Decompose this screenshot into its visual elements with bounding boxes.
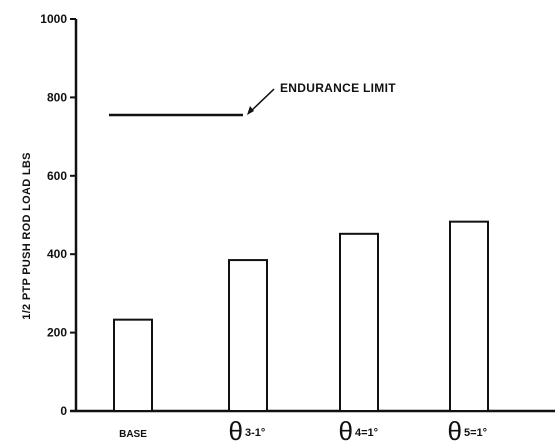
x-tick-label-subscript: 4=1° <box>355 427 378 439</box>
x-tick-label-subscript: 5=1° <box>464 427 487 439</box>
x-tick-label: BASE <box>119 429 147 440</box>
x-axis-labels: BASE θ 3-1° θ 4=1° θ 5=1° <box>119 416 487 443</box>
bar-1 <box>228 259 268 412</box>
y-tick-label: 400 <box>47 247 67 261</box>
y-axis-label: 1/2 PTP PUSH ROD LOAD LBS <box>21 152 33 319</box>
y-tick-label: 0 <box>60 404 67 418</box>
y-tick-label: 800 <box>47 90 67 104</box>
bar-2 <box>339 232 379 412</box>
annotation-leader-line <box>249 88 275 113</box>
bar-0 <box>113 318 153 412</box>
x-tick-label-subscript: 3-1° <box>245 427 265 439</box>
x-tick-label: θ <box>448 416 462 443</box>
y-tick-label: 1000 <box>40 12 67 26</box>
bar-3 <box>449 220 489 412</box>
x-tick-label: θ <box>229 416 243 443</box>
y-tick-label: 200 <box>47 326 67 340</box>
annotation-arrowhead <box>247 106 254 116</box>
x-tick-label: θ <box>339 416 353 443</box>
y-axis-ticks: 0 200 400 600 800 1000 <box>40 12 76 418</box>
y-tick-label: 600 <box>47 169 67 183</box>
reference-line-group: ENDURANCE LIMIT <box>109 81 396 117</box>
endurance-limit-label: ENDURANCE LIMIT <box>280 81 396 95</box>
bars <box>113 220 489 412</box>
